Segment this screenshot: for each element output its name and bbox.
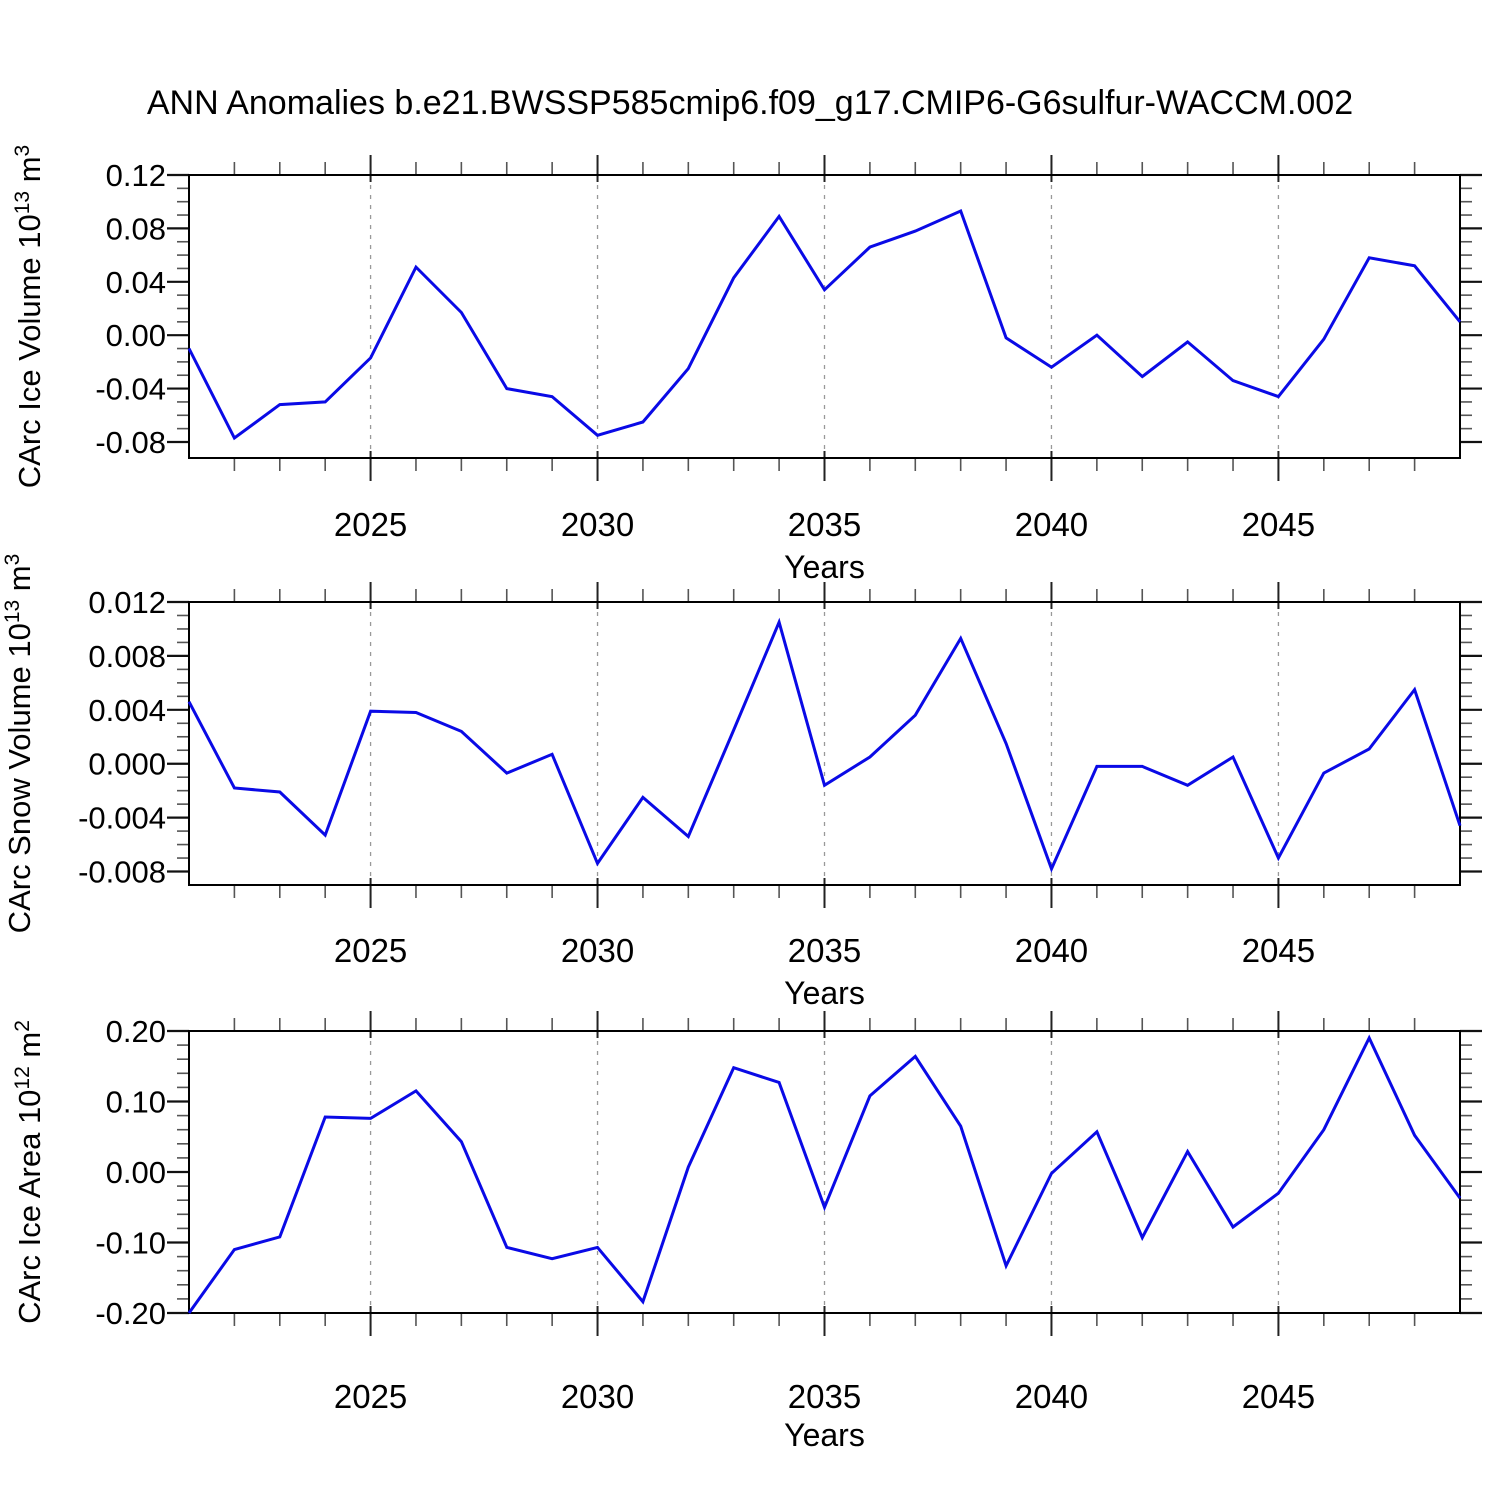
plot-carc-ice-area: 0.20 0.10 0.00 -0.10 -0.20 2025 2030 2035 2040 20…	[11, 1011, 1482, 1453]
x-tick-label: 2045	[1242, 506, 1315, 543]
y-axis-label: CArc Ice Volume 1013 m3	[11, 145, 47, 488]
y-tick-label: 0.10	[106, 1085, 166, 1120]
y-tick-label: -0.10	[95, 1226, 166, 1261]
plot-carc-ice-volume: 0.12 0.08 0.04 0.00 -0.04 -0.08 2025 2030 2035 20…	[11, 145, 1482, 585]
x-tick-label: 2030	[561, 506, 634, 543]
figure-title: ANN Anomalies b.e21.BWSSP585cmip6.f09_g1…	[146, 84, 1354, 122]
y-tick-label: 0.08	[106, 211, 166, 246]
x-tick-label: 2025	[334, 1378, 407, 1415]
y-tick-label: -0.08	[95, 425, 166, 460]
x-tick-label: 2030	[561, 1378, 634, 1415]
carc-snow-volume-line	[187, 617, 1462, 873]
x-axis-label: Years	[784, 975, 865, 1011]
y-tick-label: -0.008	[78, 855, 166, 890]
x-tick-label: 2040	[1015, 506, 1088, 543]
y-tick-label: 0.012	[88, 585, 166, 620]
x-tick-label: 2025	[334, 506, 407, 543]
y-tick-label: -0.004	[78, 801, 166, 836]
x-tick-label: 2035	[788, 1378, 861, 1415]
plot-frame	[188, 601, 1461, 886]
x-tick-label: 2025	[334, 932, 407, 969]
x-tick-label: 2040	[1015, 932, 1088, 969]
plot-frame	[188, 174, 1461, 459]
y-tick-label: 0.04	[106, 265, 166, 300]
x-tick-label: 2045	[1242, 1378, 1315, 1415]
y-tick-label: -0.04	[95, 372, 166, 407]
plot-carc-snow-volume: 0.012 0.008 0.004 0.000 -0.004 -0.008 2025 2030…	[1, 554, 1482, 1011]
x-tick-label: 2045	[1242, 932, 1315, 969]
y-axis-label: CArc Ice Area 1012 m2	[11, 1020, 47, 1324]
x-tick-label: 2035	[788, 932, 861, 969]
x-tick-label: 2035	[788, 506, 861, 543]
y-tick-label: 0.00	[106, 318, 166, 353]
y-axis-label: CArc Snow Volume 1013 m3	[1, 554, 37, 934]
y-tick-label: -0.20	[95, 1296, 166, 1331]
x-tick-label: 2030	[561, 932, 634, 969]
carc-ice-volume-line	[187, 208, 1462, 441]
x-axis-label: Years	[784, 549, 865, 585]
y-tick-label: 0.00	[106, 1155, 166, 1190]
x-axis-label: Years	[784, 1417, 865, 1453]
y-tick-label: 0.000	[88, 747, 166, 782]
carc-ice-area-line	[187, 1034, 1462, 1314]
plot-frame	[188, 1030, 1461, 1314]
y-tick-label: 0.008	[88, 639, 166, 674]
y-tick-label: 0.20	[106, 1014, 166, 1049]
x-tick-label: 2040	[1015, 1378, 1088, 1415]
y-tick-label: 0.12	[106, 158, 166, 193]
y-tick-label: 0.004	[88, 693, 166, 728]
